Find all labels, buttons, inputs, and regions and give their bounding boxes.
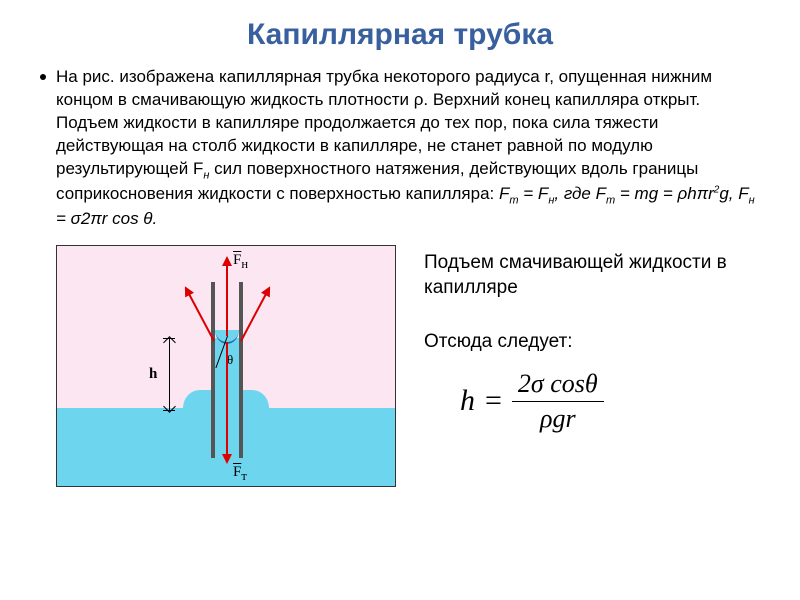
eq-g: g, F xyxy=(719,184,748,203)
formula-lhs: h xyxy=(460,384,475,418)
h-label: h xyxy=(149,366,157,383)
eq-fn-sub: н xyxy=(749,194,755,206)
capillary-diagram: θ h Fн Fт xyxy=(56,245,396,487)
height-formula: h = 2σ cosθ ρgr xyxy=(460,369,760,434)
right-column: Подъем смачивающей жидкости в капилляре … xyxy=(424,245,760,487)
h-tick-bottom xyxy=(163,410,175,411)
meniscus-right xyxy=(241,390,269,408)
formula-leadin: Отсюда следует: xyxy=(424,331,760,353)
force-up-label: Fн xyxy=(233,252,248,272)
eq-gde-sub: т xyxy=(606,194,615,206)
formula-eq: = xyxy=(485,384,502,418)
h-tick-top xyxy=(163,338,175,339)
formula-denominator: ρgr xyxy=(534,402,582,434)
diagram-caption: Подъем смачивающей жидкости в капилляре xyxy=(424,251,760,300)
force-down-label: Fт xyxy=(233,464,247,484)
main-paragraph-row: На рис. изображена капиллярная трубка не… xyxy=(40,66,760,231)
force-up-arrow-icon xyxy=(226,258,228,336)
eq-eq: = F xyxy=(519,184,549,203)
formula-numerator: 2σ cosθ xyxy=(512,369,604,402)
tube-wall-left xyxy=(211,282,215,458)
eq-lhs: F xyxy=(499,184,509,203)
eq-tail: = σ2πr cos θ. xyxy=(56,209,157,228)
main-paragraph: На рис. изображена капиллярная трубка не… xyxy=(56,66,760,231)
formula-fraction: 2σ cosθ ρgr xyxy=(512,369,604,434)
f-dn-sub: т xyxy=(241,469,246,483)
f-up-sub: н xyxy=(241,257,248,271)
eq-lhs-sub: т xyxy=(509,194,518,206)
eq-mg: = mg = ρhπr xyxy=(615,184,714,203)
tube-wall-right xyxy=(239,282,243,458)
lower-section: θ h Fн Fт Подъем смачивающей жидкости в … xyxy=(40,245,760,487)
force-down-arrow-icon xyxy=(226,342,228,462)
meniscus-left xyxy=(183,390,211,408)
bullet-icon xyxy=(40,74,46,80)
force-diag-right-icon xyxy=(240,288,270,342)
page-title: Капиллярная трубка xyxy=(40,18,760,52)
eq-gde: , где F xyxy=(554,184,606,203)
